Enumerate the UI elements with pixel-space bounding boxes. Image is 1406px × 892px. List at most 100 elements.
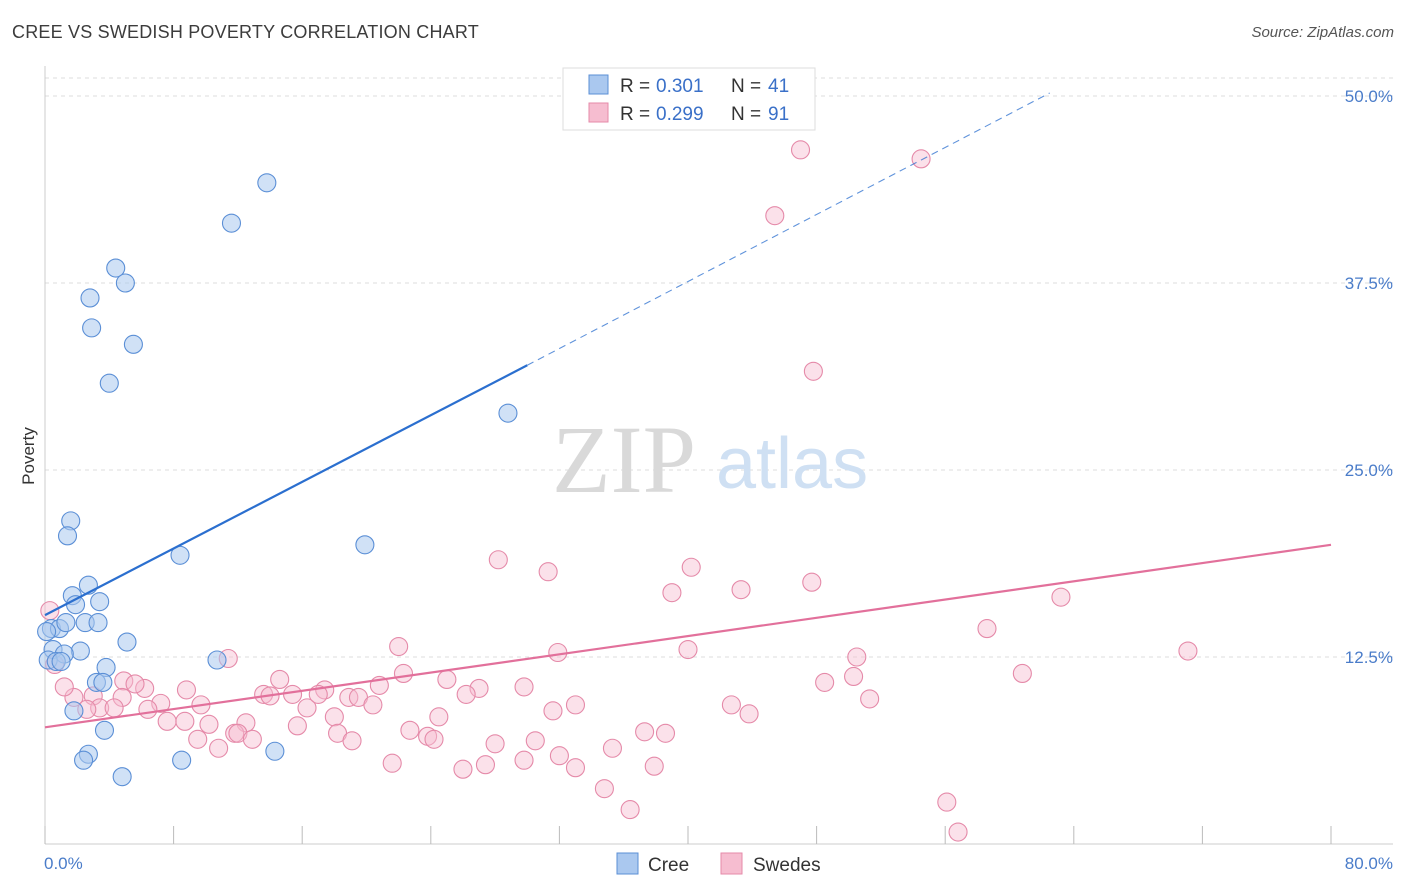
legend-n-label-swedes: N = <box>731 104 761 125</box>
cree-point <box>99 373 119 393</box>
y-tick-label: 12.5% <box>1345 648 1393 667</box>
swedes-point <box>548 642 568 663</box>
swedes-point <box>844 666 864 686</box>
y-tick-label: 25.0% <box>1345 461 1393 480</box>
legend-n-label-cree: N = <box>731 76 761 97</box>
cree-point <box>94 720 115 740</box>
swedes-point <box>393 663 414 684</box>
swedes-point <box>112 687 132 707</box>
cree-point <box>88 613 108 633</box>
swedes-point <box>847 647 867 667</box>
y-tick-label: 37.5% <box>1345 274 1393 293</box>
watermark-atlas: atlas <box>716 424 868 504</box>
swedes-point <box>525 731 545 751</box>
swedes-point <box>1051 587 1071 607</box>
cree-points <box>37 173 518 787</box>
cree-point <box>64 701 84 721</box>
swedes-point <box>54 677 74 697</box>
legend-r-value-swedes: 0.299 <box>656 104 704 125</box>
cree-point <box>172 750 192 770</box>
swedes-point <box>802 572 822 592</box>
swedes-point <box>620 800 640 820</box>
swedes-point <box>594 779 614 799</box>
bottom-legend-swatch-cree <box>616 852 639 875</box>
swedes-point <box>565 695 586 715</box>
swedes-point <box>456 684 476 704</box>
swedes-point <box>662 583 682 603</box>
swedes-point <box>565 758 586 778</box>
swedes-point <box>1012 663 1032 684</box>
trend-lines <box>44 92 1332 729</box>
swedes-point <box>538 562 558 582</box>
legend-r-label-swedes: R = <box>620 104 650 125</box>
swedes-point <box>242 729 262 749</box>
swedes-point <box>644 756 664 776</box>
cree-point <box>57 526 78 546</box>
swedes-point <box>485 734 505 754</box>
swedes-point <box>681 557 701 577</box>
swedes-point <box>602 738 622 758</box>
legend-r-label-cree: R = <box>620 76 650 97</box>
swedes-point <box>543 701 563 721</box>
grid-lines <box>45 77 1393 658</box>
watermark: ZIP atlas <box>552 406 868 513</box>
bottom-legend-label-cree: Cree <box>648 855 689 876</box>
bottom-legend-swatch-swedes <box>720 852 743 875</box>
swedes-point <box>287 716 307 736</box>
swedes-point <box>363 695 383 715</box>
swedes-point <box>937 792 957 812</box>
swedes-point <box>199 714 219 734</box>
cree-point <box>93 672 113 692</box>
swedes-point <box>40 601 60 621</box>
cree-point <box>115 273 135 293</box>
swedes-point <box>135 678 155 698</box>
swedes-trend-line <box>44 543 1332 729</box>
swedes-point <box>475 755 496 775</box>
cree-point <box>207 650 227 670</box>
swedes-point <box>977 619 997 639</box>
cree-point <box>257 173 277 193</box>
axes <box>44 66 1393 845</box>
chart-title: CREE VS SWEDISH POVERTY CORRELATION CHAR… <box>12 22 479 42</box>
swedes-point <box>815 672 835 692</box>
swedes-point <box>339 687 359 707</box>
series-legend: Cree Swedes <box>616 852 821 876</box>
swedes-point <box>283 684 303 704</box>
y-axis-label: Poverty <box>19 427 38 485</box>
cree-point <box>117 632 137 652</box>
swedes-point <box>400 720 420 740</box>
swedes-point <box>125 674 145 694</box>
swedes-point <box>176 680 197 700</box>
cree-point <box>265 741 285 761</box>
swedes-point <box>114 671 134 691</box>
swedes-point <box>429 707 449 727</box>
cree-point <box>80 288 100 308</box>
swedes-point <box>765 206 785 226</box>
swedes-point <box>739 704 759 724</box>
tick-labels: 12.5% 25.0% 37.5% 50.0% 0.0% 80.0% <box>44 87 1393 873</box>
watermark-zip: ZIP <box>552 406 696 513</box>
swedes-point <box>297 698 317 718</box>
swedes-point <box>514 750 534 770</box>
x-tick-label-max: 80.0% <box>1345 854 1393 873</box>
cree-trend-line <box>44 364 528 617</box>
cree-point <box>112 767 132 787</box>
swedes-point <box>635 722 655 742</box>
x-tick-label-min: 0.0% <box>44 854 83 873</box>
cree-point <box>82 318 102 338</box>
swedes-point <box>228 723 248 743</box>
correlation-legend: R = 0.301 N = 41 R = 0.299 N = 91 <box>562 67 816 131</box>
source-credit: Source: ZipAtlas.com <box>1251 24 1394 41</box>
swedes-point <box>488 550 508 570</box>
swedes-point <box>655 723 676 743</box>
cree-trend-line-extended <box>526 92 1050 366</box>
swedes-point <box>948 822 968 842</box>
swedes-point <box>437 669 457 689</box>
swedes-point <box>721 695 741 715</box>
legend-n-value-cree: 41 <box>768 76 789 97</box>
swedes-points <box>40 140 1198 842</box>
swedes-point <box>453 759 473 779</box>
cree-point <box>123 334 143 354</box>
legend-swatch-swedes <box>588 102 609 123</box>
